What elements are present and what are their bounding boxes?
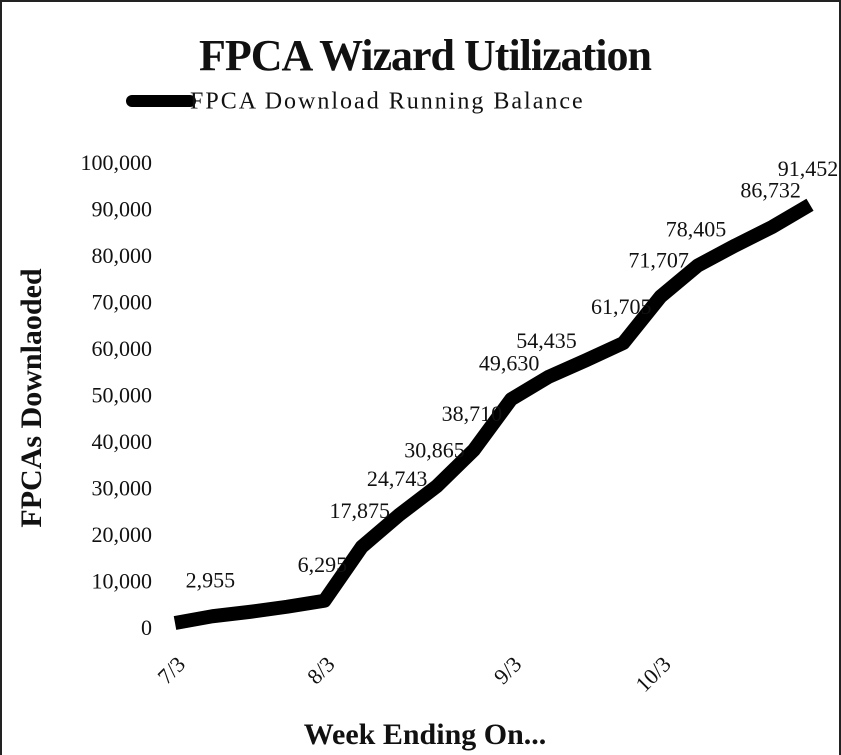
- legend-label: FPCA Download Running Balance: [190, 89, 585, 115]
- x-axis-title: Week Ending On...: [304, 718, 547, 751]
- data-label: 54,435: [516, 328, 577, 353]
- y-axis-title: FPCAs Downlaoded: [15, 268, 48, 528]
- data-label: 38,710: [442, 401, 503, 426]
- y-tick-label: 20,000: [92, 522, 153, 547]
- data-label: 30,865: [404, 438, 465, 463]
- data-label: 2,955: [186, 567, 236, 592]
- data-label: 86,732: [740, 178, 801, 203]
- data-label: 78,405: [666, 216, 727, 241]
- data-label: 71,707: [628, 248, 689, 273]
- y-tick-label: 70,000: [92, 290, 153, 315]
- y-tick-label: 60,000: [92, 336, 153, 361]
- data-label: 6,295: [298, 552, 348, 577]
- y-tick-label: 40,000: [92, 429, 153, 454]
- y-tick-label: 90,000: [92, 197, 153, 222]
- y-tick-label: 50,000: [92, 383, 153, 408]
- data-label: 91,452: [778, 156, 839, 181]
- data-label: 61,705: [591, 294, 652, 319]
- data-label: 24,743: [367, 466, 428, 491]
- data-line: [173, 198, 814, 630]
- y-tick-label: 80,000: [92, 243, 153, 268]
- chart-title: FPCA Wizard Utilization: [199, 31, 652, 80]
- y-tick-label: 30,000: [92, 476, 153, 501]
- y-tick-label: 10,000: [92, 569, 153, 594]
- data-label: 17,875: [330, 498, 391, 523]
- y-tick-label: 0: [141, 615, 152, 640]
- data-label: 49,630: [479, 350, 540, 375]
- y-tick-label: 100,000: [81, 150, 153, 175]
